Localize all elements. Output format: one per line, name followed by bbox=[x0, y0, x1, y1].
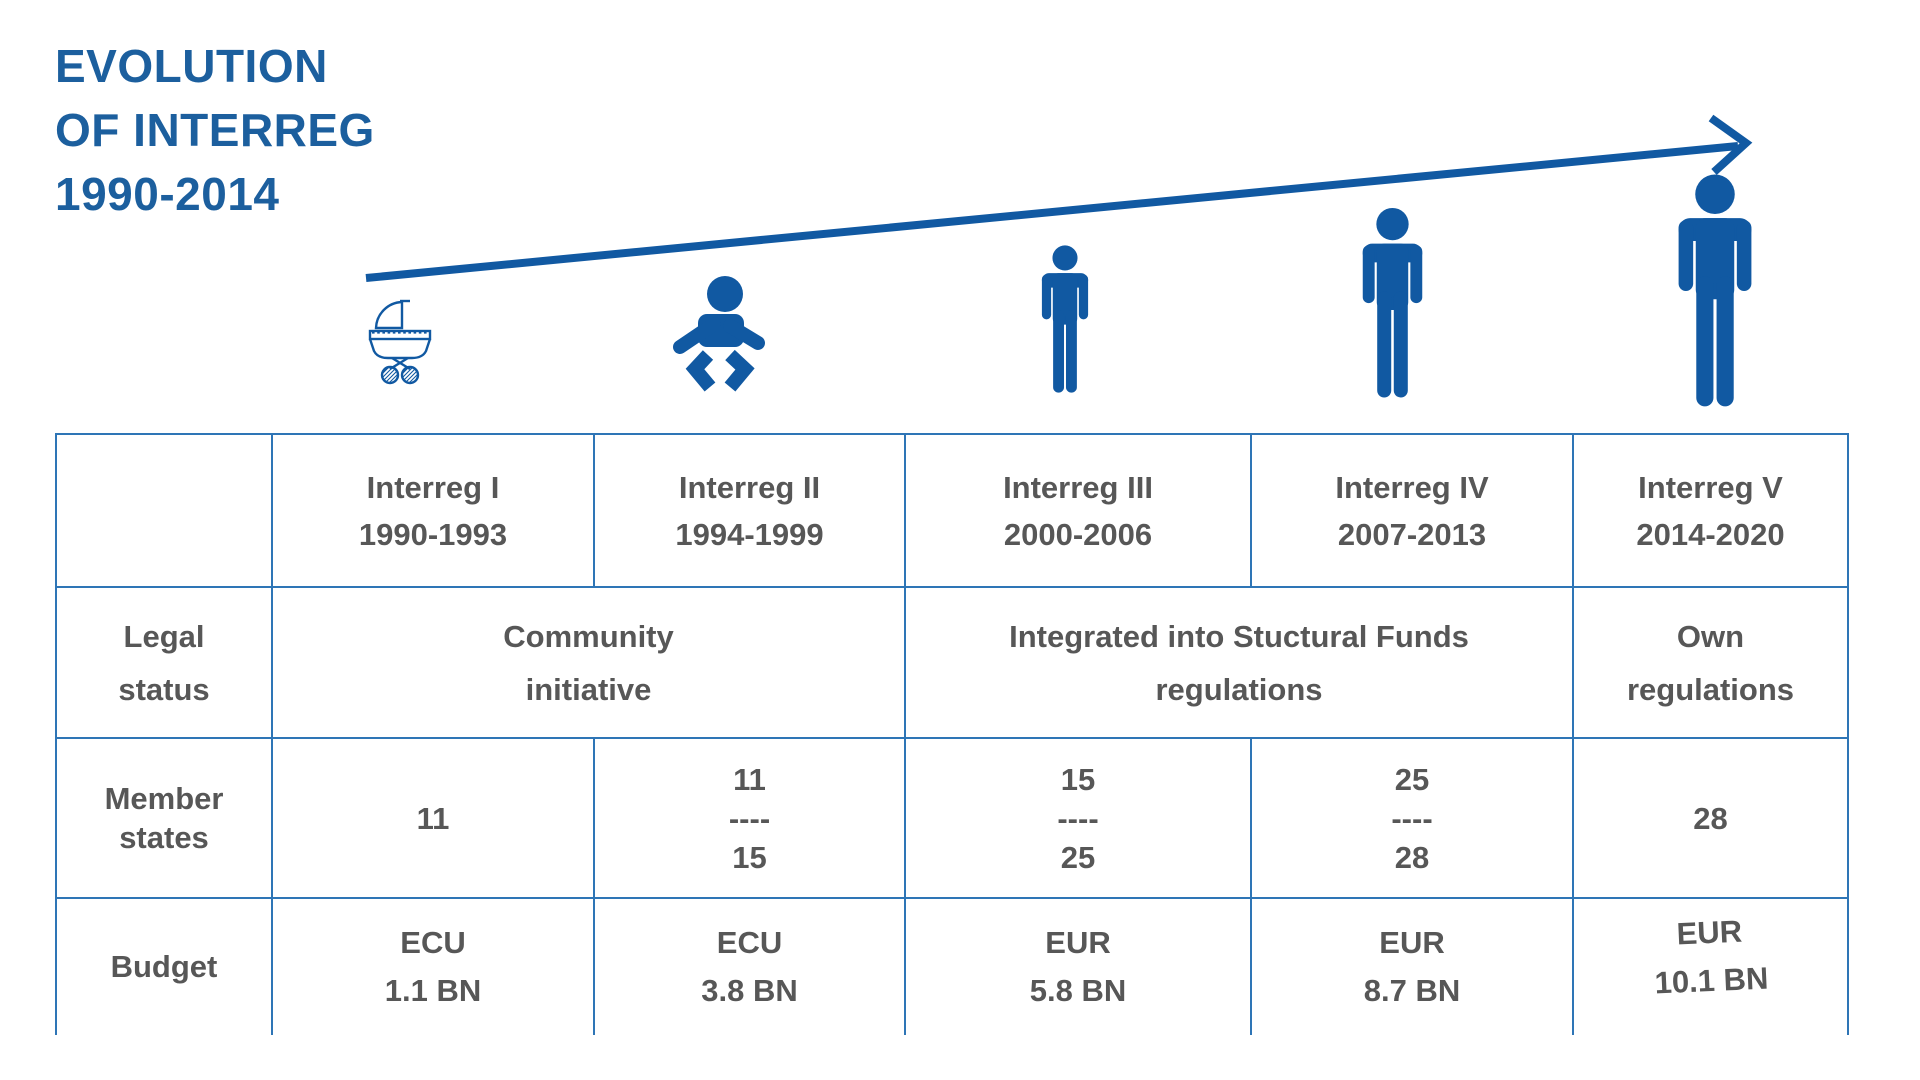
legal-status-cell-own-regulations: Own regulations bbox=[1572, 586, 1849, 739]
col-period: 1990-1993 bbox=[358, 516, 508, 552]
col-title: Interreg I bbox=[366, 469, 500, 505]
baby-icon bbox=[673, 276, 765, 392]
col-header-interreg-5: Interreg V 2014-2020 bbox=[1572, 433, 1849, 588]
budget-row: Budget ECU 1.1 BN ECU 3.8 BN EUR 5.8 BN … bbox=[55, 897, 1849, 1035]
row-label-legal-status: Legal status bbox=[55, 586, 273, 739]
person-medium-icon bbox=[1362, 207, 1423, 398]
member-states-cell-4: 25 ---- 28 bbox=[1250, 737, 1574, 899]
person-large-icon bbox=[1678, 174, 1752, 407]
col-period: 2007-2013 bbox=[1337, 516, 1487, 552]
row-label-member-states: Member states bbox=[55, 737, 273, 899]
budget-cell-1: ECU 1.1 BN bbox=[271, 897, 595, 1035]
person-small-icon bbox=[1041, 245, 1089, 393]
member-states-row: Member states 11 11 ---- 15 15 ---- 25 2… bbox=[55, 737, 1849, 899]
budget-cell-5: EUR 10.1 BN bbox=[1572, 897, 1849, 1035]
pram-icon bbox=[368, 299, 432, 385]
col-header-interreg-3: Interreg III 2000-2006 bbox=[904, 433, 1252, 588]
col-header-interreg-1: Interreg I 1990-1993 bbox=[271, 433, 595, 588]
member-states-cell-1: 11 bbox=[271, 737, 595, 899]
col-title: Interreg V bbox=[1638, 469, 1783, 505]
col-period: 1994-1999 bbox=[675, 516, 824, 552]
legal-status-cell-community-initiative: Community initiative bbox=[271, 586, 906, 739]
budget-cell-4: EUR 8.7 BN bbox=[1250, 897, 1574, 1035]
legal-status-row: Legal status Community initiative Integr… bbox=[55, 586, 1849, 739]
col-header-interreg-4: Interreg IV 2007-2013 bbox=[1250, 433, 1574, 588]
row-label-budget: Budget bbox=[55, 897, 273, 1035]
budget-cell-2: ECU 3.8 BN bbox=[593, 897, 906, 1035]
legal-status-cell-structural-funds: Integrated into Stuctural Funds regulati… bbox=[904, 586, 1574, 739]
page-title: EVOLUTION OF INTERREG 1990-2014 bbox=[55, 40, 375, 220]
corner-cell bbox=[55, 433, 273, 588]
budget-cell-3: EUR 5.8 BN bbox=[904, 897, 1252, 1035]
member-states-cell-5: 28 bbox=[1572, 737, 1849, 899]
table-header-row: Interreg I 1990-1993 Interreg II 1994-1999… bbox=[55, 433, 1849, 588]
col-title: Interreg II bbox=[678, 469, 821, 505]
col-period: 2014-2020 bbox=[1636, 516, 1785, 552]
member-states-cell-3: 15 ---- 25 bbox=[904, 737, 1252, 899]
col-period: 2000-2006 bbox=[1003, 516, 1153, 552]
col-header-interreg-2: Interreg II 1994-1999 bbox=[593, 433, 906, 588]
col-title: Interreg III bbox=[1003, 469, 1153, 505]
budget-value: EUR 10.1 BN bbox=[1653, 913, 1769, 1001]
evolution-table: Interreg I 1990-1993 Interreg II 1994-1999… bbox=[55, 433, 1849, 1035]
member-states-cell-2: 11 ---- 15 bbox=[593, 737, 906, 899]
col-title: Interreg IV bbox=[1335, 469, 1489, 505]
growth-arrow-icon bbox=[365, 114, 1753, 282]
